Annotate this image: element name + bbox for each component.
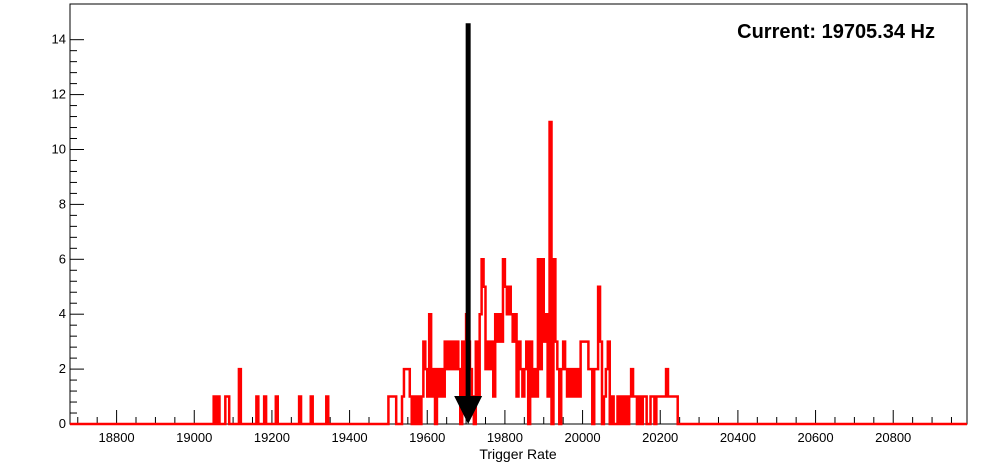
x-axis: 18800 19000 19200 19400 19600 19800 20000 20200… [77,410,952,445]
x-tick-label: 20400 [720,430,756,445]
current-rate-label: Current: 19705.34 Hz [737,21,935,43]
y-tick-label: 0 [59,416,66,431]
x-tick-label: 20000 [564,430,600,445]
y-tick-label: 4 [59,306,66,321]
x-tick-label: 19200 [254,430,290,445]
y-tick-label: 10 [52,141,66,156]
x-tick-label: 19600 [409,430,445,445]
x-tick-label: 20800 [875,430,911,445]
y-tick-label: 6 [59,251,66,266]
y-tick-label: 14 [52,32,66,47]
x-tick-label: 20600 [797,430,833,445]
x-tick-label: 19400 [332,430,368,445]
current-rate-marker [454,23,483,424]
x-tick-label: 19000 [176,430,212,445]
y-tick-label: 2 [59,361,66,376]
plot-frame [69,3,968,425]
y-axis: 0 2 4 6 8 10 12 14 [52,32,84,431]
x-axis-title: Trigger Rate [479,446,557,462]
x-tick-label: 19800 [487,430,523,445]
x-tick-label: 18800 [99,430,135,445]
histogram-series [70,120,967,426]
x-tick-label: 20200 [642,430,678,445]
current-arrow-head [454,396,483,424]
y-tick-label: 12 [52,87,66,102]
y-tick-label: 8 [59,196,66,211]
